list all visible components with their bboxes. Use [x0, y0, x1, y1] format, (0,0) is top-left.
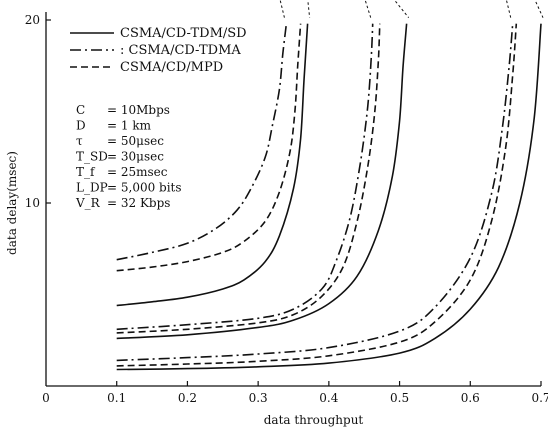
y-tick-label: 10 [25, 196, 40, 210]
x-tick-label: 0.4 [319, 391, 338, 405]
x-tick-label: 0.1 [107, 391, 126, 405]
curves [116, 23, 542, 371]
legend: CSMA/CD-TDM/SD : CSMA/CD-TDMA CSMA/CD/MPD [70, 26, 247, 75]
annotation-leader [505, 0, 544, 18]
parameter-value: = 10Mbps [107, 103, 170, 117]
series-line-solid [116, 23, 542, 371]
y-tick-label: 20 [25, 13, 40, 27]
parameter-value: = 50μsec [107, 134, 164, 148]
parameter-name: τ [76, 134, 83, 148]
series-line-solid [116, 23, 408, 340]
series-line-dashed [116, 23, 302, 272]
parameter-value: = 25msec [107, 165, 168, 179]
parameter-value: = 30μsec [107, 150, 164, 164]
legend-label: CSMA/CD-TDM/SD [120, 26, 247, 41]
x-axis-title: data throughput [264, 413, 364, 427]
series-line-solid [116, 23, 309, 307]
parameter-name: C [76, 103, 85, 117]
series-line-dashdot [116, 23, 374, 331]
series-line-dashed [116, 23, 381, 334]
parameter-value: = 32 Kbps [107, 196, 170, 210]
legend-label: : CSMA/CD-TDMA [120, 43, 241, 58]
parameter-value: = 5,000 bits [107, 181, 182, 195]
parameter-list: C = 10Mbps D = 1 km τ = 50μsec T_SD = 30μsec T_f… [75, 103, 182, 210]
x-tick-label: 0.6 [461, 391, 480, 405]
parameter-name: L_DP [76, 181, 108, 195]
annotations: n_v = 150n_v = 100n_v = 50 [279, 0, 544, 18]
ticks: 0 0.1 0.2 0.3 0.4 0.5 0.6 0.7 10 20 data throughpu… [5, 13, 548, 427]
x-tick-label: 0.5 [390, 391, 409, 405]
parameter-name: D [76, 119, 86, 133]
series-line-dashed [116, 23, 518, 367]
x-tick-label: 0.2 [178, 391, 197, 405]
annotation-leader [364, 0, 410, 18]
parameter-name: V_R [75, 196, 101, 210]
parameter-name: T_SD [76, 150, 108, 164]
x-tick-label: 0 [42, 391, 50, 405]
x-tick-label: 0.3 [249, 391, 268, 405]
legend-label: CSMA/CD/MPD [120, 60, 223, 75]
parameter-name: T_f [76, 165, 96, 179]
axes [45, 12, 541, 387]
x-tick-label: 0.7 [531, 391, 548, 405]
parameter-value: = 1 km [107, 119, 152, 133]
series-line-dashdot [116, 23, 288, 261]
annotation-leader [279, 0, 311, 18]
y-axis-title: data delay(msec) [5, 151, 19, 255]
